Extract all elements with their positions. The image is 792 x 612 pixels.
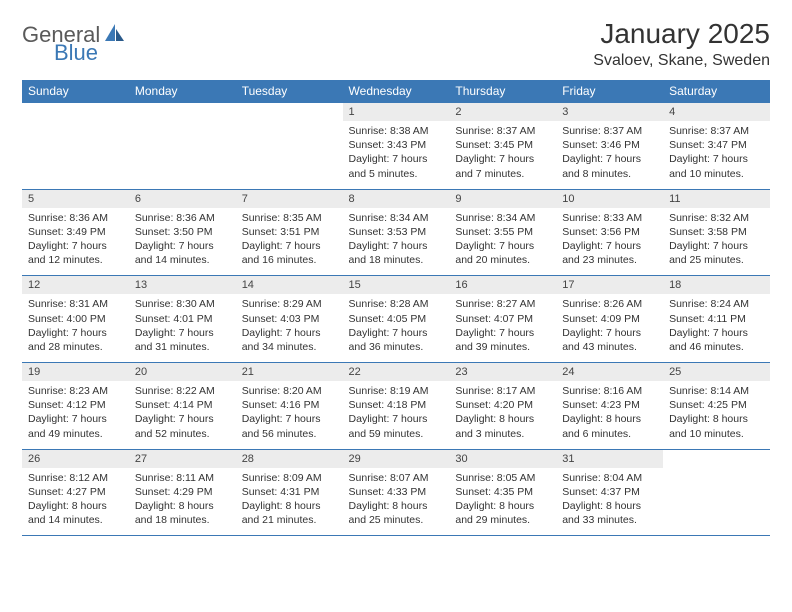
day-number bbox=[129, 103, 236, 122]
day-info: Sunrise: 8:24 AMSunset: 4:11 PMDaylight:… bbox=[663, 294, 770, 362]
day-number: 28 bbox=[236, 449, 343, 468]
sail-icon bbox=[104, 23, 126, 48]
day-info: Sunrise: 8:33 AMSunset: 3:56 PMDaylight:… bbox=[556, 208, 663, 276]
weekday-header: Monday bbox=[129, 80, 236, 103]
day-info-row: Sunrise: 8:38 AMSunset: 3:43 PMDaylight:… bbox=[22, 121, 770, 189]
weekday-header: Tuesday bbox=[236, 80, 343, 103]
day-number: 17 bbox=[556, 276, 663, 295]
day-info-row: Sunrise: 8:12 AMSunset: 4:27 PMDaylight:… bbox=[22, 468, 770, 536]
day-info: Sunrise: 8:32 AMSunset: 3:58 PMDaylight:… bbox=[663, 208, 770, 276]
day-number: 5 bbox=[22, 189, 129, 208]
day-number: 3 bbox=[556, 103, 663, 122]
day-number bbox=[236, 103, 343, 122]
day-info-row: Sunrise: 8:23 AMSunset: 4:12 PMDaylight:… bbox=[22, 381, 770, 449]
day-info: Sunrise: 8:14 AMSunset: 4:25 PMDaylight:… bbox=[663, 381, 770, 449]
day-info: Sunrise: 8:37 AMSunset: 3:45 PMDaylight:… bbox=[449, 121, 556, 189]
day-info: Sunrise: 8:26 AMSunset: 4:09 PMDaylight:… bbox=[556, 294, 663, 362]
day-number: 11 bbox=[663, 189, 770, 208]
day-info: Sunrise: 8:19 AMSunset: 4:18 PMDaylight:… bbox=[343, 381, 450, 449]
day-number-row: 19202122232425 bbox=[22, 363, 770, 382]
day-number-row: 262728293031 bbox=[22, 449, 770, 468]
day-info bbox=[663, 468, 770, 536]
month-title: January 2025 bbox=[593, 18, 770, 50]
day-number: 18 bbox=[663, 276, 770, 295]
day-number: 16 bbox=[449, 276, 556, 295]
day-info: Sunrise: 8:04 AMSunset: 4:37 PMDaylight:… bbox=[556, 468, 663, 536]
day-number: 29 bbox=[343, 449, 450, 468]
calendar-table: SundayMondayTuesdayWednesdayThursdayFrid… bbox=[22, 80, 770, 536]
day-number: 6 bbox=[129, 189, 236, 208]
weekday-header: Thursday bbox=[449, 80, 556, 103]
day-info: Sunrise: 8:34 AMSunset: 3:55 PMDaylight:… bbox=[449, 208, 556, 276]
day-number: 4 bbox=[663, 103, 770, 122]
day-number: 24 bbox=[556, 363, 663, 382]
day-info: Sunrise: 8:36 AMSunset: 3:50 PMDaylight:… bbox=[129, 208, 236, 276]
day-info-row: Sunrise: 8:31 AMSunset: 4:00 PMDaylight:… bbox=[22, 294, 770, 362]
day-info bbox=[236, 121, 343, 189]
day-number: 20 bbox=[129, 363, 236, 382]
day-info: Sunrise: 8:36 AMSunset: 3:49 PMDaylight:… bbox=[22, 208, 129, 276]
weekday-header: Wednesday bbox=[343, 80, 450, 103]
day-info: Sunrise: 8:37 AMSunset: 3:47 PMDaylight:… bbox=[663, 121, 770, 189]
day-info bbox=[22, 121, 129, 189]
day-info: Sunrise: 8:16 AMSunset: 4:23 PMDaylight:… bbox=[556, 381, 663, 449]
day-info: Sunrise: 8:20 AMSunset: 4:16 PMDaylight:… bbox=[236, 381, 343, 449]
day-info: Sunrise: 8:11 AMSunset: 4:29 PMDaylight:… bbox=[129, 468, 236, 536]
day-number: 21 bbox=[236, 363, 343, 382]
day-number: 1 bbox=[343, 103, 450, 122]
day-info: Sunrise: 8:12 AMSunset: 4:27 PMDaylight:… bbox=[22, 468, 129, 536]
day-number: 9 bbox=[449, 189, 556, 208]
title-block: January 2025 Svaloev, Skane, Sweden bbox=[593, 18, 770, 70]
day-number bbox=[22, 103, 129, 122]
day-number bbox=[663, 449, 770, 468]
day-number-row: 12131415161718 bbox=[22, 276, 770, 295]
day-info: Sunrise: 8:09 AMSunset: 4:31 PMDaylight:… bbox=[236, 468, 343, 536]
day-info bbox=[129, 121, 236, 189]
day-info: Sunrise: 8:37 AMSunset: 3:46 PMDaylight:… bbox=[556, 121, 663, 189]
brand-part2: Blue bbox=[54, 40, 98, 66]
day-info: Sunrise: 8:17 AMSunset: 4:20 PMDaylight:… bbox=[449, 381, 556, 449]
day-number: 10 bbox=[556, 189, 663, 208]
day-number: 14 bbox=[236, 276, 343, 295]
weekday-header: Saturday bbox=[663, 80, 770, 103]
weekday-header: Sunday bbox=[22, 80, 129, 103]
day-info: Sunrise: 8:30 AMSunset: 4:01 PMDaylight:… bbox=[129, 294, 236, 362]
day-info: Sunrise: 8:05 AMSunset: 4:35 PMDaylight:… bbox=[449, 468, 556, 536]
weekday-header: Friday bbox=[556, 80, 663, 103]
day-info-row: Sunrise: 8:36 AMSunset: 3:49 PMDaylight:… bbox=[22, 208, 770, 276]
day-info: Sunrise: 8:27 AMSunset: 4:07 PMDaylight:… bbox=[449, 294, 556, 362]
day-number-row: 567891011 bbox=[22, 189, 770, 208]
day-number: 19 bbox=[22, 363, 129, 382]
day-number: 31 bbox=[556, 449, 663, 468]
day-number: 8 bbox=[343, 189, 450, 208]
day-number: 27 bbox=[129, 449, 236, 468]
brand-logo: General Blue bbox=[22, 22, 128, 48]
day-info: Sunrise: 8:07 AMSunset: 4:33 PMDaylight:… bbox=[343, 468, 450, 536]
calendar-page: General Blue January 2025 Svaloev, Skane… bbox=[0, 0, 792, 554]
day-number: 26 bbox=[22, 449, 129, 468]
day-info: Sunrise: 8:35 AMSunset: 3:51 PMDaylight:… bbox=[236, 208, 343, 276]
header: General Blue January 2025 Svaloev, Skane… bbox=[22, 18, 770, 70]
day-number: 30 bbox=[449, 449, 556, 468]
day-number-row: 1234 bbox=[22, 103, 770, 122]
day-info: Sunrise: 8:31 AMSunset: 4:00 PMDaylight:… bbox=[22, 294, 129, 362]
day-info: Sunrise: 8:23 AMSunset: 4:12 PMDaylight:… bbox=[22, 381, 129, 449]
day-number: 23 bbox=[449, 363, 556, 382]
day-number: 25 bbox=[663, 363, 770, 382]
day-number: 12 bbox=[22, 276, 129, 295]
day-info: Sunrise: 8:38 AMSunset: 3:43 PMDaylight:… bbox=[343, 121, 450, 189]
day-number: 2 bbox=[449, 103, 556, 122]
day-number: 7 bbox=[236, 189, 343, 208]
day-info: Sunrise: 8:34 AMSunset: 3:53 PMDaylight:… bbox=[343, 208, 450, 276]
location: Svaloev, Skane, Sweden bbox=[593, 52, 770, 70]
day-number: 22 bbox=[343, 363, 450, 382]
day-info: Sunrise: 8:22 AMSunset: 4:14 PMDaylight:… bbox=[129, 381, 236, 449]
weekday-header-row: SundayMondayTuesdayWednesdayThursdayFrid… bbox=[22, 80, 770, 103]
day-info: Sunrise: 8:29 AMSunset: 4:03 PMDaylight:… bbox=[236, 294, 343, 362]
day-number: 15 bbox=[343, 276, 450, 295]
day-number: 13 bbox=[129, 276, 236, 295]
day-info: Sunrise: 8:28 AMSunset: 4:05 PMDaylight:… bbox=[343, 294, 450, 362]
